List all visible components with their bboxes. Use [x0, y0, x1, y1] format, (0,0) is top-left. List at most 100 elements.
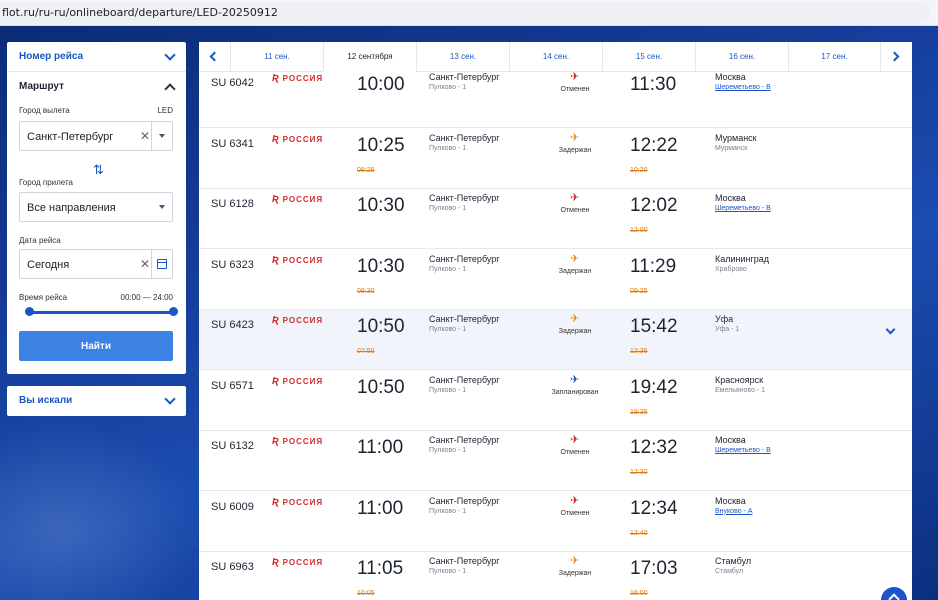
date-tab[interactable]: 13 сен.	[416, 42, 509, 72]
status-text: Запланирован	[551, 388, 599, 396]
origin-city: Санкт-Петербург	[429, 253, 500, 264]
origin-airport: Пулково - 1	[429, 507, 467, 515]
time-slider-track[interactable]	[29, 311, 174, 314]
flight-number: SU 6009	[211, 500, 254, 513]
arrival-time: 11:30	[630, 74, 677, 95]
clear-icon[interactable]: ✕	[139, 257, 150, 271]
origin-airport: Пулково - 1	[429, 447, 467, 454]
origin-city: Санкт-Петербург	[429, 495, 500, 506]
flight-number-section[interactable]: Номер рейса	[7, 42, 186, 72]
date-tab[interactable]: 15 сен.	[602, 42, 695, 72]
clear-icon[interactable]: ✕	[139, 129, 150, 143]
plane-status-icon: ✈	[570, 313, 580, 325]
flight-row[interactable]: SU 6323 Ʀ РОССИЯ 10:30 08:30 Санкт-Петербург П…	[199, 250, 912, 310]
date-tab[interactable]: 14 сен.	[509, 42, 602, 72]
status-text: Задержан	[558, 267, 592, 275]
flight-row[interactable]: SU 6423 Ʀ РОССИЯ 10:50 07:50 Санкт-Петербург П…	[199, 310, 912, 370]
flight-row[interactable]: SU 6341 Ʀ РОССИЯ 10:25 08:25 Санкт-Петербург П…	[199, 129, 912, 189]
date-field[interactable]: Сегодня ✕	[19, 249, 173, 279]
calendar-icon[interactable]	[157, 259, 167, 269]
flight-row[interactable]: SU 6132 Ʀ РОССИЯ 11:00 Санкт-Петербург Пулков…	[199, 431, 912, 491]
departure-time: 10:30	[357, 195, 405, 216]
airline-mark-icon: Ʀ	[272, 73, 280, 84]
airline-logo: Ʀ РОССИЯ	[272, 376, 323, 387]
status-text: Отменен	[560, 449, 590, 456]
airline-name: РОССИЯ	[282, 437, 324, 446]
date-tab[interactable]: 11 сен.	[230, 42, 323, 72]
plane-status-icon: ✈	[570, 555, 580, 567]
airline-logo: Ʀ РОССИЯ	[272, 194, 323, 205]
time-label: Время рейса	[19, 293, 68, 302]
plane-status-icon: ✈	[570, 494, 580, 507]
flight-row[interactable]: SU 6128 Ʀ РОССИЯ 10:30 Санкт-Петербург Пулков…	[199, 189, 912, 249]
arrival-time: 12:34	[630, 497, 678, 519]
date-tab[interactable]: 17 сен.	[788, 42, 881, 72]
airline-mark-icon: Ʀ	[272, 315, 280, 326]
destination-city: Уфа	[715, 314, 734, 324]
flight-row[interactable]: SU 6009 Ʀ РОССИЯ 11:00 Санкт-Петербург Пулков…	[199, 492, 912, 552]
address-bar[interactable]: flot.ru/ru-ru/onlineboard/departure/LED-…	[0, 0, 938, 26]
arrival-city-field[interactable]: Все направления	[19, 192, 173, 222]
airline-logo: Ʀ РОССИЯ	[272, 315, 323, 326]
flight-row[interactable]: SU 6042 Ʀ РОССИЯ 10:00 Санкт-Петербург Пулков…	[199, 72, 912, 128]
time-slider-end-handle[interactable]	[169, 307, 178, 316]
arrival-time-original: 12:40	[630, 529, 648, 537]
route-label: Маршрут	[19, 81, 65, 92]
airline-logo: Ʀ РОССИЯ	[272, 497, 323, 508]
destination-airport: Емельяново - 1	[715, 386, 766, 394]
field-divider	[151, 122, 152, 150]
dropdown-arrow-icon[interactable]	[159, 205, 165, 209]
date-value: Сегодня	[27, 259, 70, 271]
time-slider-start-handle[interactable]	[25, 307, 34, 316]
chevron-down-icon[interactable]	[164, 49, 176, 61]
origin-airport: Пулково - 1	[429, 265, 467, 273]
chevron-down-icon[interactable]	[164, 393, 176, 405]
departure-city-field[interactable]: Санкт-Петербург ✕	[19, 121, 173, 151]
destination-airport: Мурманск	[715, 144, 748, 152]
next-dates-button[interactable]	[881, 42, 912, 72]
departure-time-original: 08:25	[357, 166, 375, 174]
search-history-section[interactable]: Вы искали	[7, 386, 186, 416]
departure-city-label: Город вылета	[19, 106, 70, 115]
find-button[interactable]: Найти	[19, 331, 173, 361]
airline-logo: Ʀ РОССИЯ	[272, 436, 323, 447]
airline-name: РОССИЯ	[282, 316, 324, 325]
swap-cities-icon[interactable]: ⇅	[93, 162, 104, 177]
flight-row[interactable]: SU 6571 Ʀ РОССИЯ 10:50 Санкт-Петербург Пулков…	[199, 371, 912, 431]
expand-chevron-icon[interactable]	[885, 324, 896, 335]
scroll-to-top-button[interactable]	[881, 587, 907, 600]
departure-time: 10:25	[357, 134, 405, 156]
prev-dates-button[interactable]	[199, 42, 230, 72]
date-tab[interactable]: 16 сен.	[695, 42, 788, 72]
arrival-time: 12:02	[630, 195, 678, 216]
arrival-time: 11:29	[630, 255, 677, 277]
departure-time-original: 10:05	[357, 590, 375, 597]
arrival-time-original: 09:25	[630, 287, 648, 295]
arrival-time-original: 12:00	[630, 227, 648, 234]
status-text: Задержан	[558, 146, 592, 154]
origin-airport: Пулково - 1	[429, 326, 467, 333]
flight-row[interactable]: SU 6963 Ʀ РОССИЯ 11:05 10:05 Санкт-Петербург П…	[199, 552, 912, 600]
airline-mark-icon: Ʀ	[272, 436, 280, 447]
destination-airport[interactable]: Внуково - A	[715, 507, 753, 515]
airline-mark-icon: Ʀ	[272, 254, 280, 266]
destination-airport[interactable]: Шереметьево - B	[715, 447, 771, 454]
dropdown-arrow-icon[interactable]	[159, 134, 165, 138]
arrival-time-original: 16:00	[630, 590, 648, 597]
date-tabs: 11 сен. 12 сентября 13 сен. 14 сен. 15 сен. 1…	[199, 42, 912, 72]
destination-city: Калининград	[715, 253, 770, 264]
airline-name: РОССИЯ	[282, 497, 324, 507]
airline-mark-icon: Ʀ	[272, 557, 280, 568]
destination-city: Москва	[715, 72, 746, 82]
flight-number: SU 6128	[211, 198, 254, 210]
destination-airport[interactable]: Шереметьево - B	[715, 84, 771, 91]
date-tab[interactable]: 12 сентября	[323, 42, 416, 72]
plane-status-icon: ✈	[570, 192, 580, 204]
origin-city: Санкт-Петербург	[429, 132, 500, 143]
arrival-time: 17:03	[630, 558, 678, 579]
departure-time-original: 07:50	[357, 348, 375, 355]
chevron-up-icon[interactable]	[164, 83, 176, 95]
destination-airport[interactable]: Шереметьево - B	[715, 205, 771, 212]
url-text[interactable]: flot.ru/ru-ru/onlineboard/departure/LED-…	[0, 2, 930, 24]
origin-airport: Пулково - 1	[429, 84, 467, 91]
